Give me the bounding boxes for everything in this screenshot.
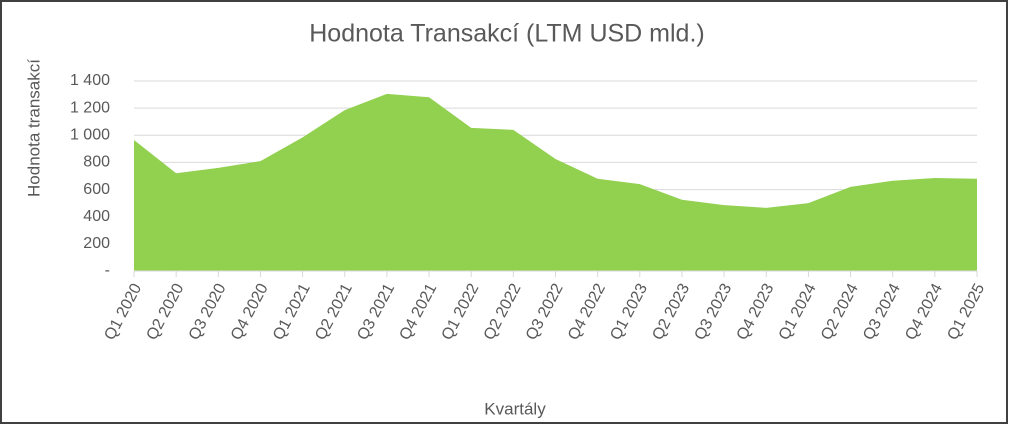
y-tick-label: 1 200	[70, 99, 110, 116]
y-axis-label: Hodnota transakcí	[24, 59, 43, 197]
chart-title: Hodnota Transakcí (LTM USD mld.)	[309, 20, 704, 48]
area	[134, 93, 977, 272]
x-axis-label: Kvartály	[484, 399, 546, 418]
y-tick-label: -	[105, 262, 110, 279]
y-tick-label: 1 000	[70, 127, 110, 144]
y-tick-label: 200	[83, 235, 110, 252]
y-tick-label: 800	[83, 154, 110, 171]
y-tick-label: 400	[83, 208, 110, 225]
y-tick-label: 600	[83, 181, 110, 198]
y-tick-label: 1 400	[70, 72, 110, 89]
